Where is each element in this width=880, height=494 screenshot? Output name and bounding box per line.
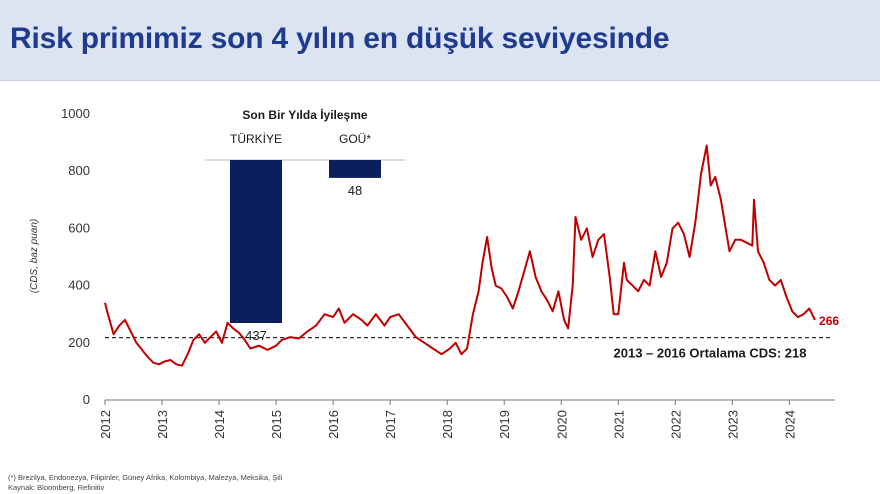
- inset-category-turkiye: TÜRKİYE: [230, 132, 282, 146]
- y-tick-label: 1000: [61, 106, 90, 121]
- x-tick-label: 2018: [440, 410, 455, 439]
- x-tick-label: 2015: [269, 410, 284, 439]
- x-tick-label: 2020: [554, 410, 569, 439]
- inset-bar-chart: Son Bir Yılda İyileşme TÜRKİYE GOÜ* 437 …: [205, 107, 405, 343]
- x-tick-label: 2013: [155, 410, 170, 439]
- y-tick-label: 600: [68, 220, 90, 235]
- inset-value-turkiye: 437: [245, 328, 267, 343]
- x-axis: 2012 2013 2014 2015 2016 2017 2018 2019 2020 2021…: [98, 399, 835, 439]
- reference-line-label: 2013 – 2016 Ortalama CDS: 218: [614, 346, 807, 361]
- x-tick-label: 2019: [497, 410, 512, 439]
- end-value-label: 266: [819, 314, 839, 328]
- footnote-source: Kaynak: Bloomberg, Refinitiv: [8, 483, 105, 492]
- x-tick-label: 2023: [725, 410, 740, 439]
- y-tick-label: 0: [83, 392, 90, 407]
- inset-bar-gou: [329, 160, 381, 178]
- y-tick-label: 400: [68, 278, 90, 293]
- x-tick-label: 2014: [212, 410, 227, 439]
- y-axis-label: (CDS, baz puan): [29, 219, 40, 293]
- x-tick-label: 2024: [782, 410, 797, 439]
- inset-category-gou: GOÜ*: [339, 132, 371, 146]
- series-line-cds: [104, 144, 816, 367]
- x-tick-label: 2021: [611, 410, 626, 439]
- x-tick-label: 2016: [326, 410, 341, 439]
- inset-bar-turkiye: [230, 160, 282, 323]
- inset-title: Son Bir Yılda İyileşme: [242, 107, 367, 122]
- inset-value-gou: 48: [348, 183, 362, 198]
- x-tick-label: 2017: [383, 410, 398, 439]
- y-tick-label: 200: [68, 335, 90, 350]
- y-tick-label: 800: [68, 163, 90, 178]
- page-title: Risk primimiz son 4 yılın en düşük seviy…: [10, 22, 670, 55]
- footnote-countries: (*) Brezilya, Endonezya, Filipinler, Gün…: [8, 473, 283, 482]
- x-tick-label: 2022: [668, 410, 683, 439]
- title-band: Risk primimiz son 4 yılın en düşük seviy…: [0, 0, 880, 81]
- x-tick-label: 2012: [98, 410, 113, 439]
- y-axis: 0 200 400 600 800 1000: [61, 106, 90, 407]
